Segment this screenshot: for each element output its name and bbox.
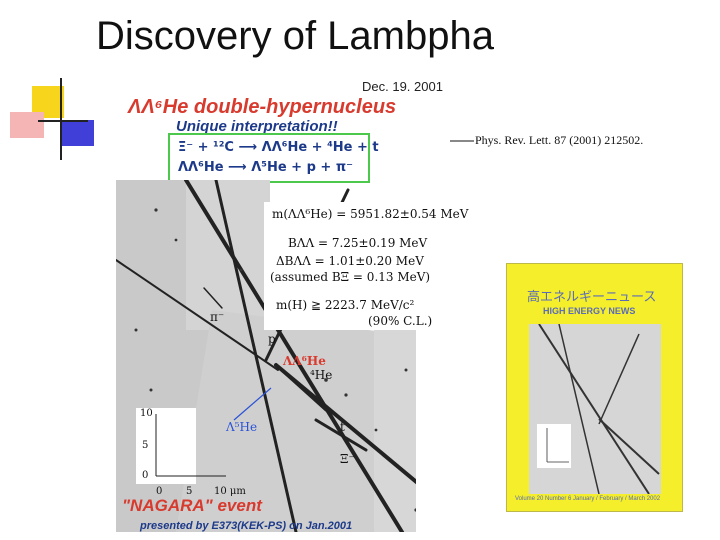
grain-2 [174, 238, 178, 242]
deco-horizontal-line [38, 120, 88, 122]
track-label-xi: Ξ⁻ [340, 452, 355, 466]
cover-gap [416, 260, 446, 532]
delta-binding-energy: ΔBΛΛ = 1.01±0.20 MeV [276, 254, 424, 268]
grain-1 [154, 208, 158, 212]
binding-energy: BΛΛ = 7.25±0.19 MeV [288, 236, 428, 250]
grain-6 [374, 428, 378, 432]
cover-english-title: HIGH ENERGY NEWS [543, 306, 636, 316]
track-long-4 [116, 259, 279, 371]
presented-by: presented by E373(KEK-PS) on Jan.2001 [140, 520, 353, 532]
grain-9 [134, 328, 138, 332]
grain-3 [239, 268, 243, 272]
reaction-equation-1: Ξ⁻ + ¹²C ⟶ ΛΛ⁶He + ⁴He + t [178, 140, 379, 155]
interpretation-subtitle: Unique interpretation!! [176, 118, 338, 135]
track-label-he6: ΛΛ⁶He [283, 354, 326, 368]
cover-scale-panel [537, 424, 571, 468]
cover-track-4 [598, 418, 660, 475]
equation-panel [264, 202, 446, 330]
emulsion-photograph [116, 180, 446, 532]
track-label-t: t [340, 420, 345, 434]
reference-citation: Phys. Rev. Lett. 87 (2001) 212502. [475, 133, 644, 147]
grain-5 [344, 393, 348, 397]
track-label-pi: π⁻ [210, 310, 225, 324]
track-label-p: p [268, 332, 276, 346]
cover-japanese-title: 高エネルギーニュース [527, 289, 657, 304]
slide-title: Discovery of Lambpha [96, 14, 494, 58]
grain-4 [324, 378, 328, 382]
journal-cover: 高エネルギーニュース HIGH ENERGY NEWS Volume 20 Nu… [506, 263, 683, 512]
assumed-binding: (assumed BΞ = 0.13 MeV) [270, 270, 431, 284]
track-decay-3 [280, 369, 343, 421]
cover-photo [529, 324, 661, 494]
deco-vertical-line [60, 78, 62, 160]
figure-date: Dec. 19. 2001 [362, 79, 443, 94]
confidence-level: (90% C.L.) [368, 314, 433, 328]
reaction-equation-2: ΛΛ⁶He ⟶ Λ⁵He + p + π⁻ [178, 160, 353, 175]
scale-y-tick-5: 5 [142, 440, 149, 451]
scale-x-tick-0: 0 [156, 486, 163, 497]
deco-blue-square [62, 120, 94, 146]
track-pi [203, 287, 223, 309]
scale-y-tick-10: 10 [140, 408, 153, 419]
scale-x-tick-10: 10 μm [214, 486, 246, 497]
scale-x-tick-5: 5 [186, 486, 193, 497]
scale-panel [136, 408, 196, 484]
cover-track-3 [598, 333, 640, 425]
cover-track-2 [558, 324, 600, 494]
he5-pointer [233, 387, 272, 421]
reaction-box: Ξ⁻ + ¹²C ⟶ ΛΛ⁶He + ⁴He + t ΛΛ⁶He ⟶ Λ⁵He … [168, 133, 379, 183]
scale-y-tick-0: 0 [142, 470, 149, 481]
grain-7 [149, 388, 153, 392]
cover-footer: Volume 20 Number 6 January / February / … [515, 496, 661, 502]
deco-pink-square [10, 112, 44, 138]
grain-8 [404, 368, 408, 372]
cover-track-1 [538, 324, 650, 494]
track-label-he4: ⁴He [310, 368, 333, 382]
h-mass-limit: m(H) ≧ 2223.7 MeV/c² [276, 298, 415, 312]
nucleus-title: ΛΛ⁶He double-hypernucleus [128, 96, 397, 118]
mass-equation: m(ΛΛ⁶He) = 5951.82±0.54 MeV [272, 207, 469, 221]
track-label-he5: Λ⁵He [226, 420, 258, 434]
track-long-1 [184, 180, 404, 532]
reference-connector [450, 140, 474, 142]
event-name: "NAGARA" event [122, 496, 262, 515]
track-short-xi [314, 418, 368, 452]
